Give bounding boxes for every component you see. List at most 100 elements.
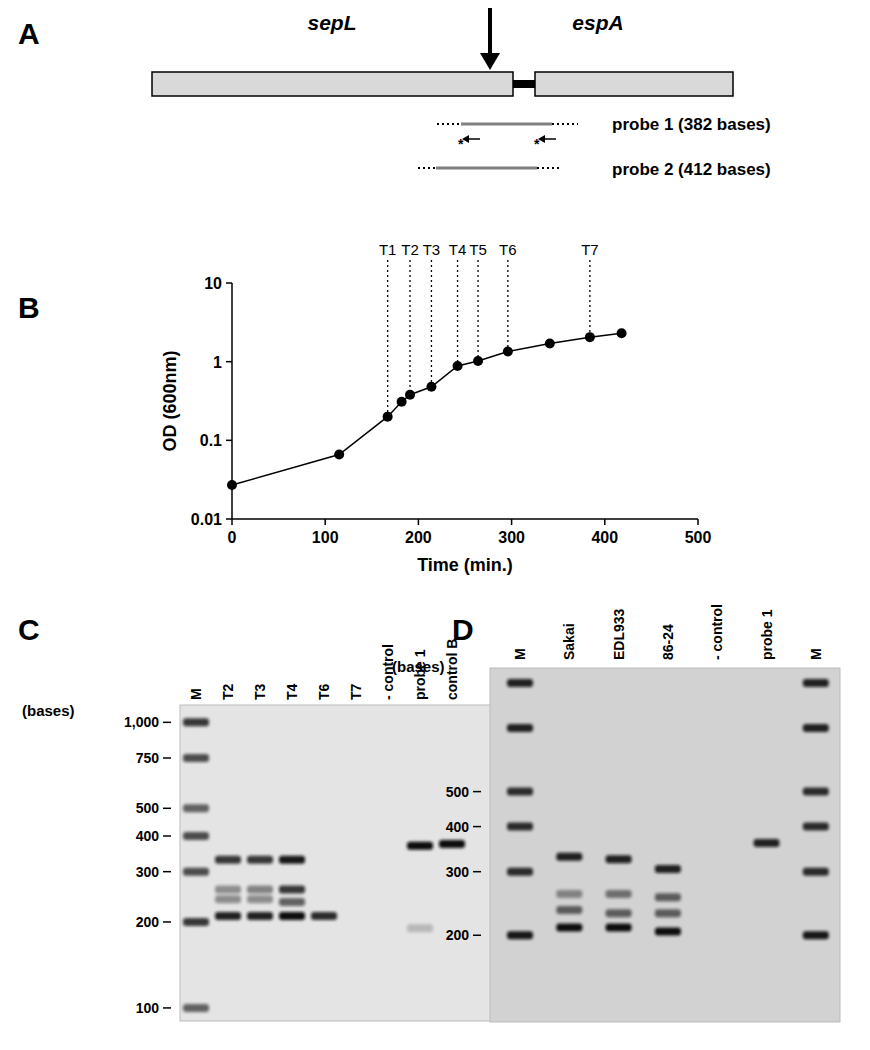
- band: [247, 885, 273, 893]
- lane-label: M: [808, 648, 824, 660]
- band: [279, 885, 305, 893]
- panel-label: C: [18, 613, 40, 646]
- y-tick: [226, 440, 232, 442]
- y-tick-label: 400: [136, 828, 160, 844]
- data-point: [545, 339, 555, 349]
- band: [606, 855, 632, 863]
- band: [556, 924, 582, 932]
- lane-label: probe 1: [759, 609, 775, 660]
- x-tick: [324, 519, 326, 525]
- y-tick-label: 1,000: [124, 714, 159, 730]
- probe-2-dots: [537, 167, 560, 169]
- band: [606, 909, 632, 917]
- intergenic: [513, 80, 535, 88]
- band: [556, 890, 582, 898]
- arrow-shaft: [488, 8, 492, 56]
- band: [507, 931, 533, 939]
- band: [183, 918, 209, 926]
- time-marker: [457, 260, 458, 366]
- band: [183, 832, 209, 840]
- lane-label: T6: [316, 683, 332, 700]
- time-marker: [387, 260, 388, 417]
- y-tick-label: 0.01: [191, 511, 222, 528]
- lane-label: 86-24: [660, 624, 676, 660]
- y-tick: [226, 361, 232, 363]
- primer-mark: *: [534, 136, 540, 152]
- time-label: T1: [379, 241, 397, 258]
- lane-label: M: [512, 648, 528, 660]
- time-label: T4: [449, 241, 467, 258]
- y-axis-label: (bases): [392, 658, 445, 675]
- y-tick: [226, 518, 232, 520]
- x-tick: [231, 519, 233, 525]
- panel-label: B: [18, 291, 40, 324]
- x-tick: [697, 519, 699, 525]
- probe-1-dots: [437, 123, 461, 125]
- band: [803, 868, 829, 876]
- band: [215, 912, 241, 920]
- time-label: T2: [401, 241, 419, 258]
- lane-label: T2: [220, 683, 236, 700]
- x-tick: [604, 519, 606, 525]
- x-tick-label: 100: [312, 529, 339, 546]
- lane-label: control B: [444, 639, 460, 700]
- data-point: [227, 480, 237, 490]
- gene-label: espA: [572, 11, 623, 34]
- lane-label: T7: [348, 683, 364, 700]
- band: [407, 842, 433, 850]
- y-tick-label: 10: [204, 275, 222, 292]
- lane-label: T4: [284, 683, 300, 700]
- arrow-head: [480, 53, 500, 70]
- probe-2-dots: [418, 167, 436, 169]
- y-tick-label: 1: [213, 354, 222, 371]
- lane-label: T3: [252, 683, 268, 700]
- y-tick-label: 300: [446, 864, 470, 880]
- band: [215, 856, 241, 864]
- x-tick-label: 200: [405, 529, 432, 546]
- band: [507, 679, 533, 687]
- x-tick-label: 300: [498, 529, 525, 546]
- band: [279, 856, 305, 864]
- band: [215, 895, 241, 903]
- band: [655, 909, 681, 917]
- x-tick-label: 500: [685, 529, 712, 546]
- band: [247, 912, 273, 920]
- y-tick: [163, 921, 171, 923]
- band: [507, 868, 533, 876]
- band: [407, 924, 433, 932]
- time-marker: [477, 260, 478, 361]
- band: [803, 788, 829, 796]
- x-tick-label: 400: [591, 529, 618, 546]
- band: [655, 865, 681, 873]
- band: [803, 823, 829, 831]
- y-axis-label: (bases): [22, 702, 75, 719]
- primer-mark: *: [458, 136, 464, 152]
- growth-line: [232, 333, 622, 485]
- lane-label: - control: [709, 604, 725, 660]
- y-tick-label: 750: [136, 750, 160, 766]
- band: [556, 906, 582, 914]
- band: [556, 853, 582, 861]
- band: [655, 927, 681, 935]
- y-tick-label: 200: [136, 914, 160, 930]
- lane-label: EDL933: [611, 608, 627, 660]
- x-tick: [418, 519, 420, 525]
- band: [655, 893, 681, 901]
- y-tick-label: 400: [446, 819, 470, 835]
- y-tick-label: 500: [136, 800, 160, 816]
- y-tick: [163, 1007, 171, 1009]
- probe-1-dots: [552, 123, 578, 125]
- time-marker: [507, 260, 508, 351]
- band: [183, 754, 209, 762]
- y-tick: [473, 934, 481, 936]
- band: [183, 868, 209, 876]
- y-tick: [473, 791, 481, 793]
- y-tick: [163, 757, 171, 759]
- probe-label: probe 1 (382 bases): [612, 115, 771, 134]
- gene-label: sepL: [307, 11, 356, 34]
- band: [507, 724, 533, 732]
- band: [439, 840, 465, 848]
- x-axis-label: Time (min.): [417, 555, 513, 575]
- time-marker: [589, 260, 590, 337]
- time-marker: [431, 260, 432, 387]
